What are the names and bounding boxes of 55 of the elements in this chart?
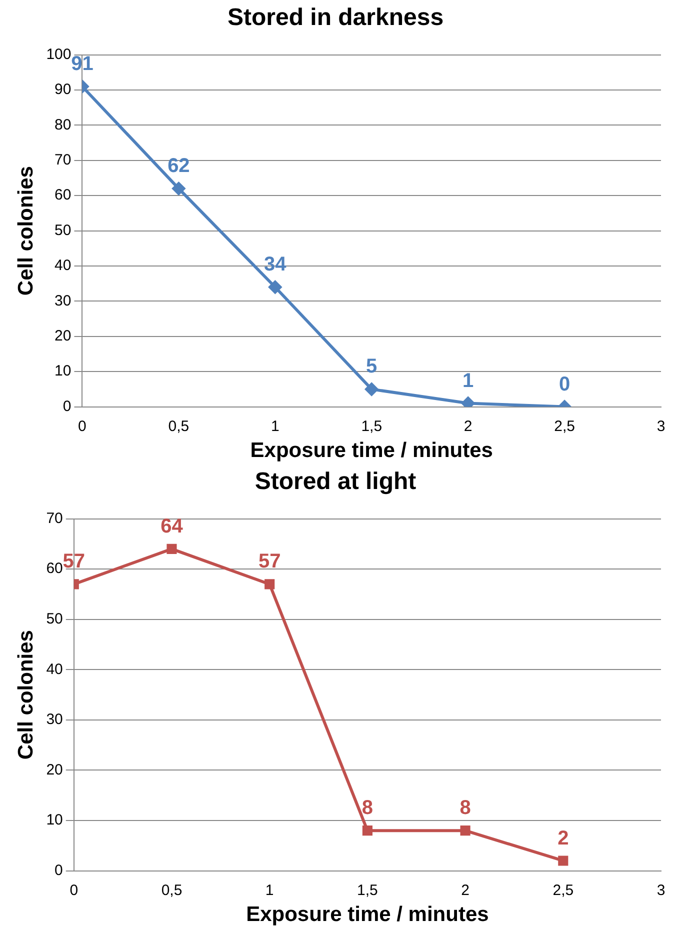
y-axis-title: Cell colonies [14,630,38,760]
point [460,826,470,836]
y-tick-label: 80 [54,116,72,134]
y-tick-label: 50 [46,610,63,628]
data-label: 8 [362,797,374,820]
x-tick-label: 3 [656,418,666,435]
data-label: 0 [558,373,570,396]
point [558,856,568,866]
y-tick-label: 0 [54,862,63,879]
y-tick-label: 70 [54,152,72,169]
y-tick-label: 20 [46,761,63,778]
data-label: 64 [160,515,184,538]
point [264,579,275,590]
x-tick-label: 2,5 [552,882,574,899]
y-tick-label: 10 [54,362,72,380]
x-tick-label: 1 [270,418,280,435]
x-tick-label: 0,5 [161,882,182,899]
y-tick-label: 30 [54,292,72,310]
point [365,382,378,396]
y-tick-label: 40 [46,660,63,678]
data-label: 2 [558,827,569,850]
x-tick-label: 2 [461,882,470,899]
y-tick-label: 70 [46,510,63,527]
point [362,826,372,836]
y-tick-label: 20 [54,328,72,345]
y-tick-label: 10 [46,812,63,829]
x-tick-label: 1 [265,882,274,899]
data-label: 62 [168,155,190,178]
x-axis-title: Exposure time / minutes [246,903,489,926]
chart-title: Stored in darkness [227,4,444,32]
x-tick-label: 0,5 [168,418,190,435]
data-label: 57 [258,550,281,573]
data-label: 8 [460,797,471,820]
chart-title: Stored at light [254,468,416,496]
x-axis-title: Exposure time / minutes [250,439,493,462]
y-tick-label: 0 [62,398,72,415]
y-tick-label: 60 [54,186,72,204]
data-label: 1 [462,370,474,392]
point [268,280,282,294]
point [462,396,475,407]
x-tick-label: 0 [78,418,86,435]
y-axis-title: Cell colonies [14,166,38,296]
y-tick-label: 40 [54,257,72,274]
y-tick-label: 90 [54,81,72,98]
x-tick-label: 1,5 [357,882,378,899]
x-tick-label: 2 [464,418,472,435]
x-tick-label: 2,5 [554,418,575,435]
y-tick-label: 60 [46,560,63,578]
y-tick-label: 50 [54,222,72,239]
point [172,182,186,196]
point [166,544,177,554]
y-tick-label: 100 [46,46,72,63]
y-tick-label: 30 [46,711,63,728]
x-tick-label: 1,5 [361,418,382,435]
x-tick-label: 3 [656,882,666,899]
